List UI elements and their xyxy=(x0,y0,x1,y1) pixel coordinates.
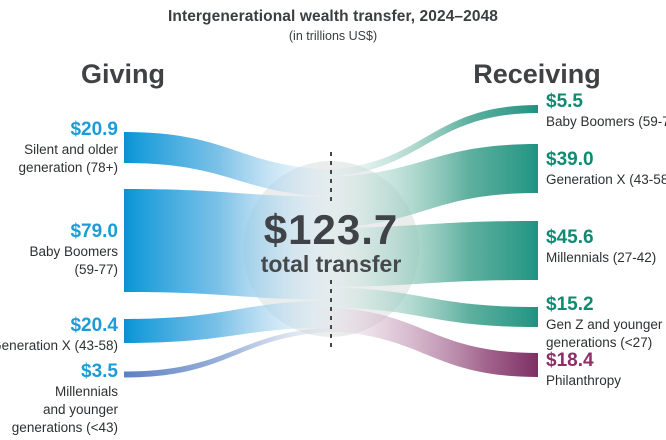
giving-amount: $79.0 xyxy=(70,221,118,242)
receiving-entry-baby-boomers: $5.5 Baby Boomers (59-77) xyxy=(546,92,666,130)
total-transfer-amount: $123.7 xyxy=(263,206,399,253)
giving-entry-millennials: $3.5 Millennials and younger generations… xyxy=(12,362,118,436)
giving-amount: $20.9 xyxy=(70,119,118,140)
receiving-entry-millennials: $45.6 Millennials (27-42) xyxy=(546,228,656,266)
giving-entry-baby-boomers: $79.0 Baby Boomers (59-77) xyxy=(29,222,118,278)
giving-label-line: Silent and older xyxy=(24,142,118,157)
giving-entry-silent-generation: $20.9 Silent and older generation (78+) xyxy=(19,120,118,176)
receiving-amount: $45.6 xyxy=(546,227,594,248)
receiving-amount: $18.4 xyxy=(546,350,594,371)
receiving-amount: $5.5 xyxy=(546,91,583,112)
giving-label-line: (59-77) xyxy=(74,262,118,277)
receiving-entry-gen-z: $15.2 Gen Z and younger generations (<27… xyxy=(546,295,662,351)
giving-label-line: Millennials xyxy=(54,384,118,399)
total-transfer-label: total transfer xyxy=(260,251,402,277)
receiving-label-line: Gen Z and younger xyxy=(546,317,663,332)
giving-entry-generation-x: $20.4 Generation X (43-58) xyxy=(0,316,118,354)
giving-label-line: and younger xyxy=(42,402,118,417)
flow-giving-silent-generation xyxy=(124,132,350,197)
receiving-column-header: Receiving xyxy=(473,59,601,89)
flow-giving-millennials xyxy=(124,327,350,378)
giving-label-line: generation (78+) xyxy=(18,160,118,175)
flow-receiving-baby-boomers xyxy=(312,105,538,177)
giving-label-line: Generation X (43-58) xyxy=(0,338,118,353)
chart-title: Intergenerational wealth transfer, 2024–… xyxy=(167,8,499,25)
receiving-label-line: Millennials (27-42) xyxy=(546,250,657,265)
receiving-amount: $15.2 xyxy=(546,294,594,315)
flow-receiving-millennials xyxy=(312,221,538,287)
flow-receiving-philanthropy xyxy=(312,307,538,377)
giving-label-line: Baby Boomers xyxy=(29,244,118,259)
receiving-label-line: generations (<27) xyxy=(546,335,653,350)
flow-giving-generation-x xyxy=(124,300,350,343)
giving-column-header: Giving xyxy=(80,59,166,89)
receiving-label-line: Philanthropy xyxy=(546,373,622,388)
flow-giving-baby-boomers xyxy=(124,189,350,300)
chart-subtitle: (in trillions US$) xyxy=(288,29,378,43)
giving-label-line: generations (<43) xyxy=(11,420,118,435)
receiving-label-line: Generation X (43-58) xyxy=(546,172,666,187)
receiving-entry-generation-x: $39.0 Generation X (43-58) xyxy=(546,150,666,188)
receiving-label-line: Baby Boomers (59-77) xyxy=(546,114,666,129)
flow-receiving-gen-z xyxy=(312,287,538,327)
receiving-entry-philanthropy: $18.4 Philanthropy xyxy=(546,351,621,389)
giving-amount: $20.4 xyxy=(70,315,118,336)
flow-receiving-generation-x xyxy=(312,144,538,228)
giving-amount: $3.5 xyxy=(81,361,118,382)
receiving-amount: $39.0 xyxy=(546,149,594,170)
